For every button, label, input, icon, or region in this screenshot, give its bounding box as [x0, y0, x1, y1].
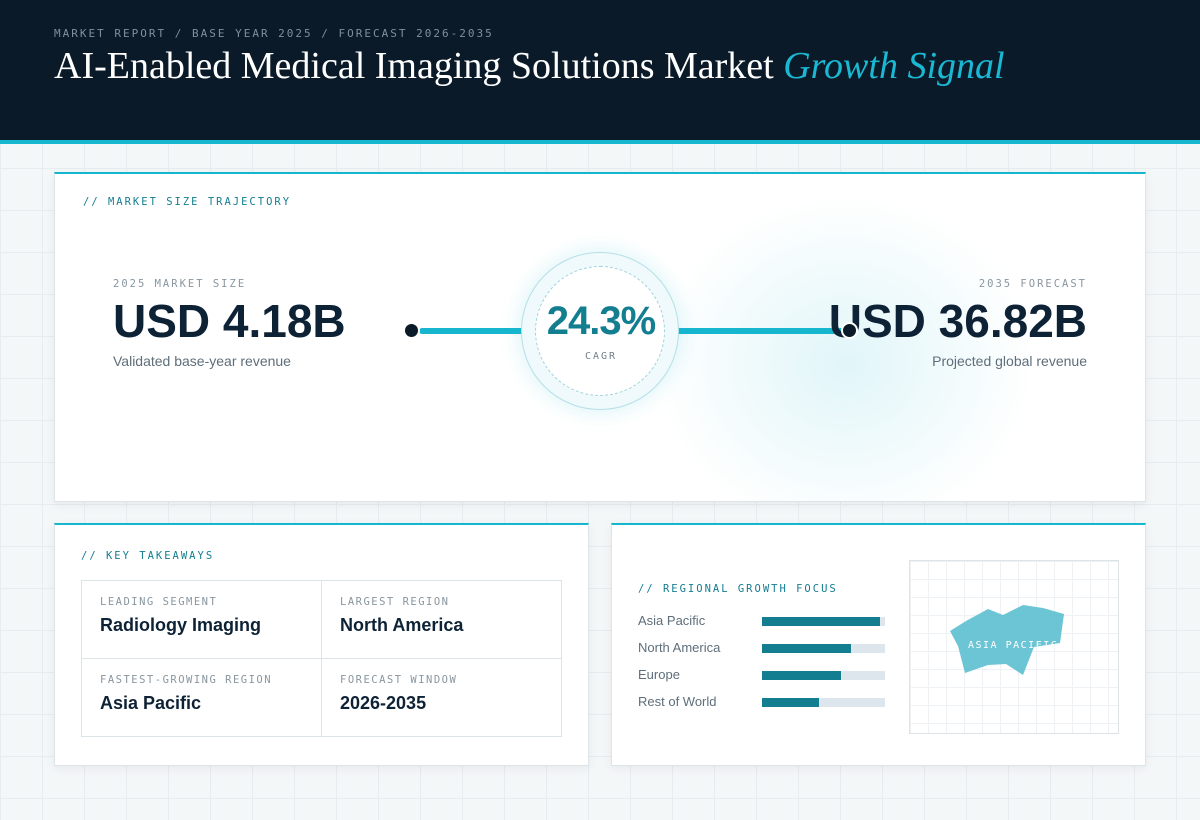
region-bar-track — [762, 698, 885, 707]
region-bar-fill — [762, 671, 841, 680]
background-glow — [655, 194, 1035, 501]
start-note: Validated base-year revenue — [113, 353, 291, 369]
region-row: Rest of World — [638, 694, 888, 710]
takeaway-value: Radiology Imaging — [100, 615, 262, 635]
region-name: Rest of World — [638, 694, 717, 709]
region-map: ASIA PACIFIC — [909, 560, 1119, 734]
takeaways-grid: LEADING SEGMENT Radiology Imaging LARGES… — [81, 580, 562, 737]
takeaway-value: 2026-2035 — [340, 693, 427, 713]
page-header: MARKET REPORT / BASE YEAR 2025 / FORECAS… — [0, 0, 1200, 144]
section-label: // KEY TAKEAWAYS — [81, 550, 215, 562]
section-label: // MARKET SIZE TRAJECTORY — [83, 196, 292, 208]
page-title: AI-Enabled Medical Imaging Solutions Mar… — [54, 44, 1005, 88]
map-region-label: ASIA PACIFIC — [968, 640, 1059, 651]
region-bar-track — [762, 644, 885, 653]
region-bar-track — [762, 671, 885, 680]
takeaway-value: North America — [340, 615, 464, 635]
start-value: USD 4.18B — [113, 295, 346, 347]
market-size-card: // MARKET SIZE TRAJECTORY 2025 MARKET SI… — [54, 172, 1146, 502]
region-name: Asia Pacific — [638, 613, 706, 628]
region-bar-fill — [762, 617, 881, 626]
end-value: USD 36.82B — [828, 295, 1087, 347]
takeaway-value: Asia Pacific — [100, 693, 202, 713]
cagr-inner-ring: 24.3% CAGR — [535, 266, 665, 396]
end-label: 2035 FORECAST — [978, 278, 1087, 290]
cagr-label: CAGR — [584, 351, 618, 362]
report-kicker: MARKET REPORT / BASE YEAR 2025 / FORECAS… — [54, 27, 494, 40]
start-marker — [403, 322, 420, 339]
takeaway-label: LEADING SEGMENT — [100, 596, 218, 608]
end-marker — [841, 322, 858, 339]
region-bar-track — [762, 617, 885, 626]
region-name: Europe — [638, 667, 680, 682]
takeaway-fastest-growing-region: FASTEST-GROWING REGION Asia Pacific — [82, 658, 322, 736]
region-bar-fill — [762, 644, 851, 653]
region-row: Europe — [638, 667, 888, 683]
title-main: AI-Enabled Medical Imaging Solutions Mar… — [54, 45, 774, 87]
region-bar-fill — [762, 698, 819, 707]
title-accent: Growth Signal — [783, 45, 1005, 87]
section-label: // REGIONAL GROWTH FOCUS — [638, 583, 838, 595]
asia-pacific-map-icon — [950, 605, 1064, 675]
key-takeaways-card: // KEY TAKEAWAYS LEADING SEGMENT Radiolo… — [54, 523, 589, 766]
cagr-badge: 24.3% CAGR — [521, 252, 679, 410]
region-row: Asia Pacific — [638, 613, 888, 629]
takeaway-largest-region: LARGEST REGION North America — [321, 581, 561, 659]
region-row: North America — [638, 640, 888, 656]
takeaway-leading-segment: LEADING SEGMENT Radiology Imaging — [82, 581, 322, 659]
end-note: Projected global revenue — [932, 353, 1087, 369]
takeaway-label: FASTEST-GROWING REGION — [100, 674, 273, 686]
takeaway-label: FORECAST WINDOW — [340, 674, 458, 686]
start-label: 2025 MARKET SIZE — [113, 278, 247, 290]
cagr-value: 24.3% — [546, 299, 656, 343]
regional-growth-card: // REGIONAL GROWTH FOCUS Asia Pacific No… — [611, 523, 1146, 766]
takeaway-forecast-window: FORECAST WINDOW 2026-2035 — [321, 658, 561, 736]
region-name: North America — [638, 640, 721, 655]
takeaway-label: LARGEST REGION — [340, 596, 450, 608]
